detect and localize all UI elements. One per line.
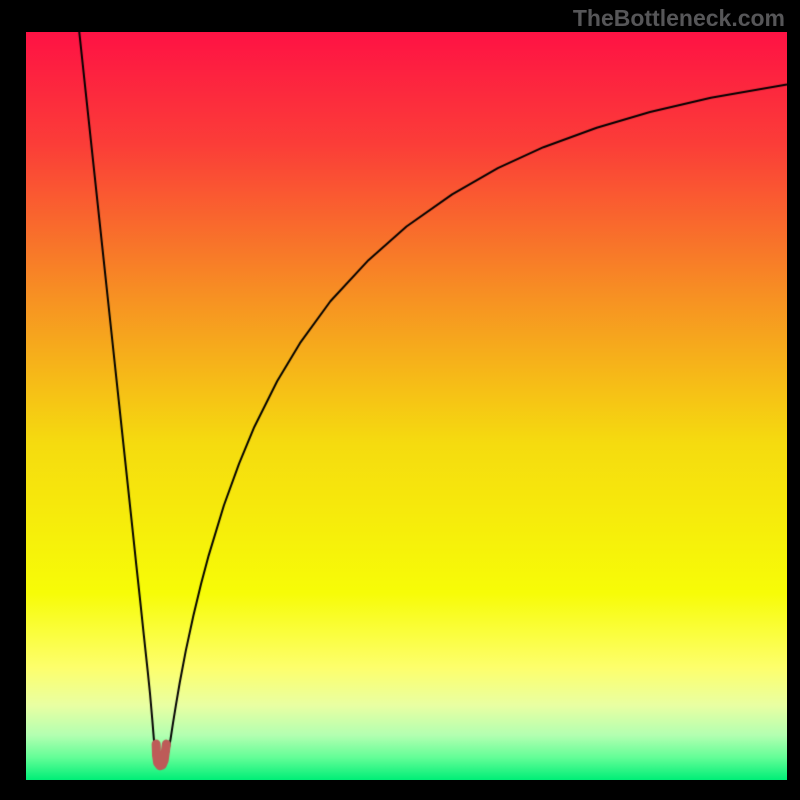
chart-frame: TheBottleneck.com: [0, 0, 800, 800]
plot-area: [26, 32, 787, 780]
bottleneck-curve: [26, 32, 787, 780]
watermark-text: TheBottleneck.com: [573, 5, 785, 32]
